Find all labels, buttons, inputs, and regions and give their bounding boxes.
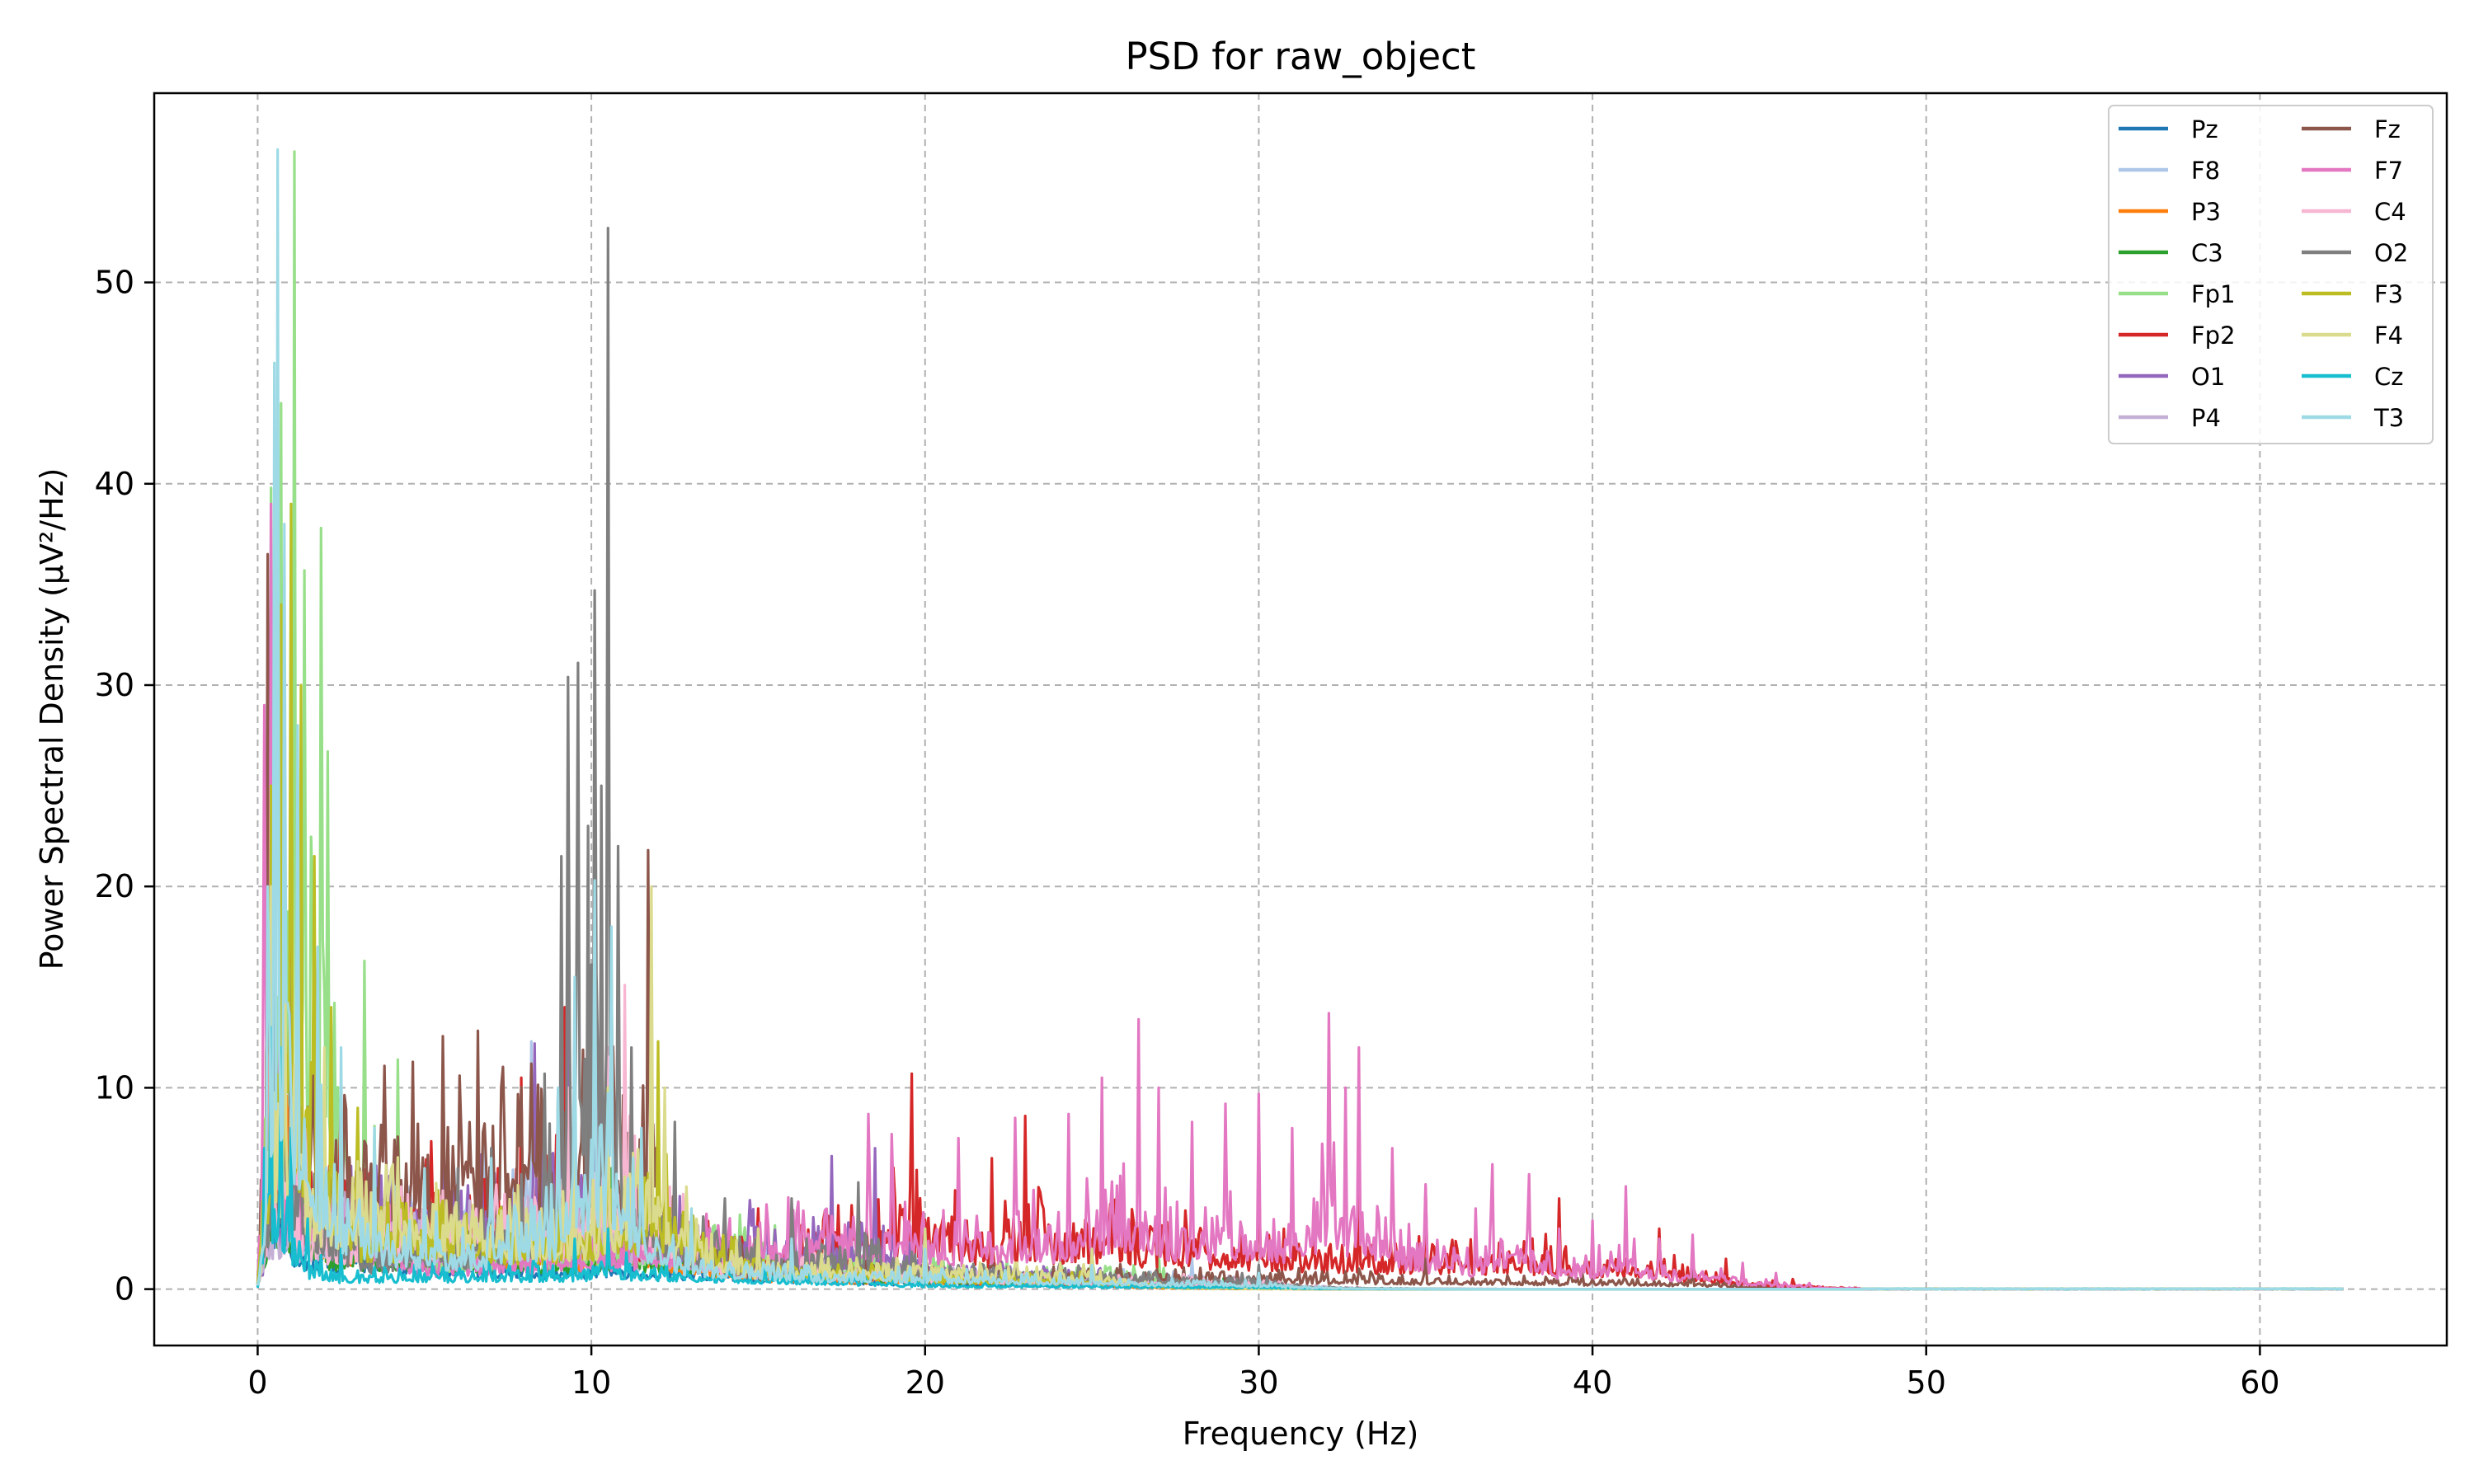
legend: Pz F8 P3 C3 Fp1 Fp2 O1 P4 Fz F7 C4 O2 F3 F4 Cz T3 — [2108, 105, 2434, 444]
legend-label: O2 — [2374, 239, 2408, 267]
series-line-t3 — [256, 148, 2344, 1291]
x-tick-label: 60 — [2240, 1364, 2279, 1401]
plot-frame — [153, 92, 2448, 1347]
legend-label: Pz — [2191, 115, 2218, 143]
legend-label: C3 — [2191, 239, 2223, 267]
y-tick-label: 10 — [95, 1069, 134, 1106]
tick-layer: 0 10 20 30 40 50 60 0 10 20 30 40 50 — [95, 265, 2280, 1401]
x-axis-title: Frequency (Hz) — [1183, 1416, 1419, 1452]
y-tick-label: 50 — [95, 265, 134, 301]
legend-label: T3 — [2373, 404, 2404, 432]
legend-label: Fp2 — [2191, 322, 2236, 350]
legend-label: Fz — [2374, 115, 2401, 143]
x-tick-label: 30 — [1239, 1364, 1278, 1401]
x-tick-label: 50 — [1907, 1364, 1946, 1401]
legend-label: O1 — [2191, 363, 2225, 391]
x-tick-label: 20 — [905, 1364, 945, 1401]
y-tick-label: 40 — [95, 466, 134, 502]
y-tick-label: 30 — [95, 667, 134, 703]
legend-label: F7 — [2374, 157, 2403, 185]
legend-label: F3 — [2374, 280, 2403, 308]
x-tick-label: 0 — [247, 1364, 267, 1401]
y-tick-label: 20 — [95, 868, 134, 904]
x-tick-label: 40 — [1573, 1364, 1612, 1401]
series-layer — [256, 148, 2344, 1291]
legend-label: C4 — [2374, 198, 2406, 226]
y-axis-title: Power Spectral Density (µV²/Hz) — [34, 468, 70, 970]
legend-label: P4 — [2191, 404, 2221, 432]
legend-label: Fp1 — [2191, 280, 2236, 308]
legend-box — [2108, 105, 2434, 444]
x-tick-label: 10 — [571, 1364, 611, 1401]
legend-label: F8 — [2191, 157, 2220, 185]
legend-label: Cz — [2374, 363, 2403, 391]
legend-label: F4 — [2374, 322, 2403, 350]
chart-title: PSD for raw_object — [1126, 35, 1476, 78]
legend-label: P3 — [2191, 198, 2221, 226]
y-tick-label: 0 — [115, 1271, 134, 1308]
